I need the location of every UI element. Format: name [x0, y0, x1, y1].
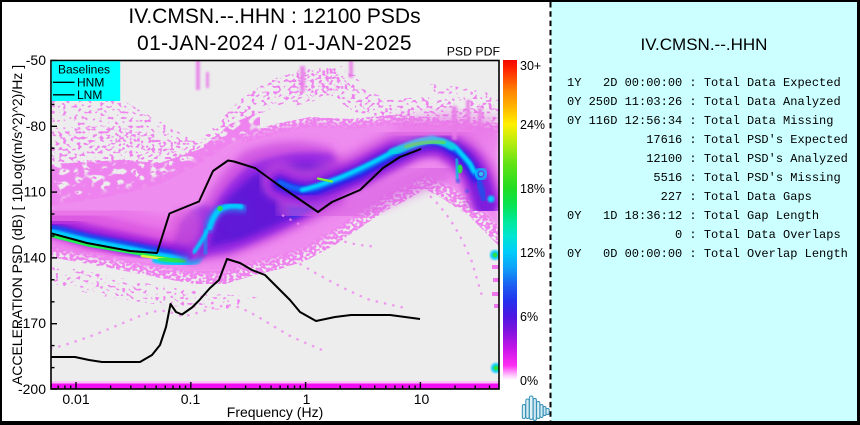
svg-text:24%: 24%	[520, 118, 545, 132]
svg-text:0.01: 0.01	[62, 391, 89, 407]
svg-text:Baselines: Baselines	[58, 63, 110, 77]
svg-text:LNM: LNM	[77, 88, 102, 102]
svg-text:ACCELERATION PSD (dB) [ 10Log(: ACCELERATION PSD (dB) [ 10Log((m/s^2)^2)…	[9, 65, 25, 385]
svg-text:HNM: HNM	[77, 76, 104, 90]
svg-text:0%: 0%	[520, 374, 538, 388]
svg-text:1: 1	[303, 391, 311, 407]
svg-text:30+: 30+	[520, 59, 541, 73]
svg-text:PSD PDF: PSD PDF	[447, 45, 501, 59]
svg-text:12%: 12%	[520, 246, 545, 260]
svg-text:18%: 18%	[520, 182, 545, 196]
svg-text:-110: -110	[19, 184, 46, 200]
svg-text:Frequency (Hz): Frequency (Hz)	[227, 404, 323, 420]
svg-text:-170: -170	[18, 315, 46, 331]
svg-text:0.1: 0.1	[181, 391, 201, 407]
svg-text:-80: -80	[26, 118, 46, 134]
svg-text:-50: -50	[26, 52, 46, 68]
svg-text:10: 10	[414, 391, 430, 407]
svg-text:6%: 6%	[520, 310, 538, 324]
svg-text:-200: -200	[18, 381, 46, 397]
svg-text:-140: -140	[18, 249, 46, 265]
